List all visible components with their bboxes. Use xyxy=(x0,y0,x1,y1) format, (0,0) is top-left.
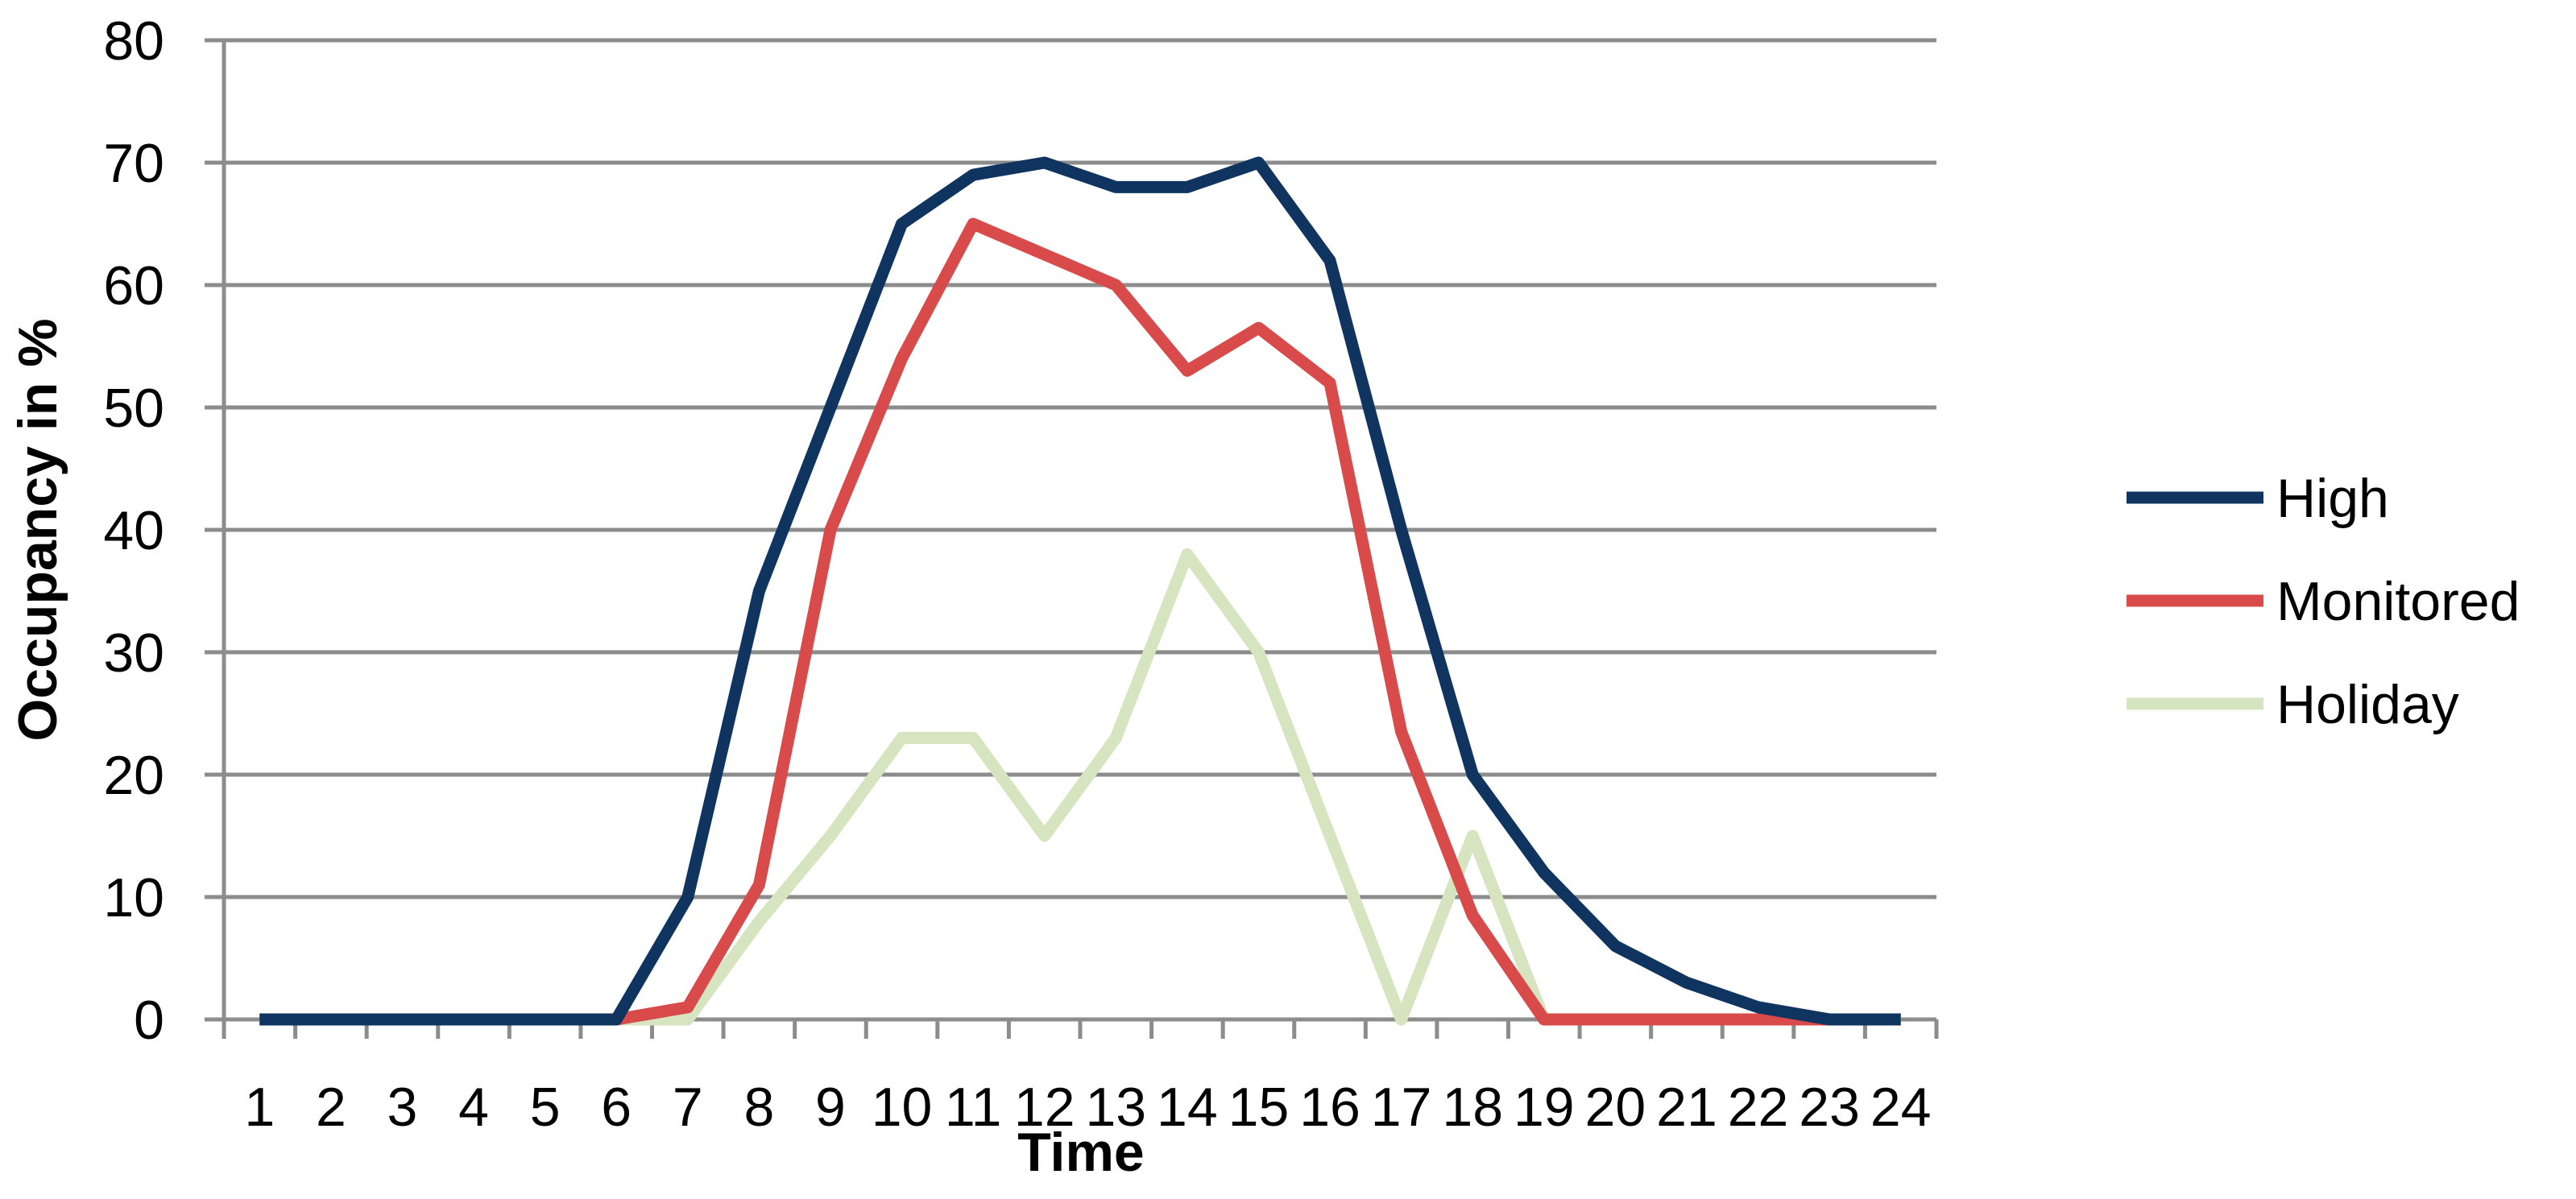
legend-label: Monitored xyxy=(2276,571,2520,632)
y-tick-label: 0 xyxy=(134,990,164,1051)
x-tick-label: 14 xyxy=(1157,1077,1218,1138)
x-tick-label: 8 xyxy=(743,1077,774,1138)
series-lines xyxy=(259,156,1901,1026)
x-tick-label: 24 xyxy=(1870,1077,1932,1138)
x-tick-label: 13 xyxy=(1085,1077,1146,1138)
legend-label: High xyxy=(2276,468,2389,529)
x-tick-label: 10 xyxy=(872,1077,933,1138)
x-tick-label: 16 xyxy=(1299,1077,1360,1138)
y-tick-label: 50 xyxy=(103,378,164,439)
x-tick-label: 12 xyxy=(1014,1077,1075,1138)
x-tick-label: 17 xyxy=(1371,1077,1432,1138)
y-tick-label: 10 xyxy=(103,867,164,928)
y-tick-label: 30 xyxy=(103,622,164,684)
legend-item-holiday: Holiday xyxy=(2127,674,2459,735)
series-line-monitored xyxy=(259,217,1901,1026)
x-tick-label: 20 xyxy=(1585,1077,1646,1138)
y-tick-label: 70 xyxy=(103,133,164,194)
y-tick-label: 40 xyxy=(103,500,164,561)
x-tick-label: 4 xyxy=(458,1077,489,1138)
y-tick-label: 60 xyxy=(103,255,164,316)
x-tick-label: 7 xyxy=(673,1077,703,1138)
x-tick-label: 22 xyxy=(1728,1077,1789,1138)
x-tick-label: 2 xyxy=(316,1077,346,1138)
x-tick-label: 23 xyxy=(1799,1077,1860,1138)
legend-item-monitored: Monitored xyxy=(2127,571,2520,632)
legend-label: Holiday xyxy=(2276,674,2459,735)
x-tick-label: 9 xyxy=(815,1077,846,1138)
x-tick-label: 15 xyxy=(1228,1077,1290,1138)
series-line-holiday xyxy=(259,548,1901,1026)
x-tick-label: 5 xyxy=(530,1077,561,1138)
x-tick-label: 11 xyxy=(945,1077,1002,1138)
legend-item-high: High xyxy=(2127,468,2389,529)
y-tick-label: 20 xyxy=(103,745,164,806)
x-tick-label: 6 xyxy=(601,1077,632,1138)
x-axis-title: Time xyxy=(1017,1122,1144,1183)
x-tick-label: 18 xyxy=(1442,1077,1503,1138)
x-tick-label: 3 xyxy=(387,1077,418,1138)
series-line-high xyxy=(259,156,1901,1026)
x-tick-label: 1 xyxy=(244,1077,275,1138)
y-tick-label: 80 xyxy=(103,10,164,72)
x-tick-label: 21 xyxy=(1656,1077,1717,1138)
legend: High Monitored Holiday xyxy=(2127,468,2520,735)
axes xyxy=(222,40,1939,1039)
x-tick-label: 19 xyxy=(1514,1077,1575,1138)
y-axis-title: Occupancy in % xyxy=(7,318,68,741)
gridlines xyxy=(205,38,1936,1022)
